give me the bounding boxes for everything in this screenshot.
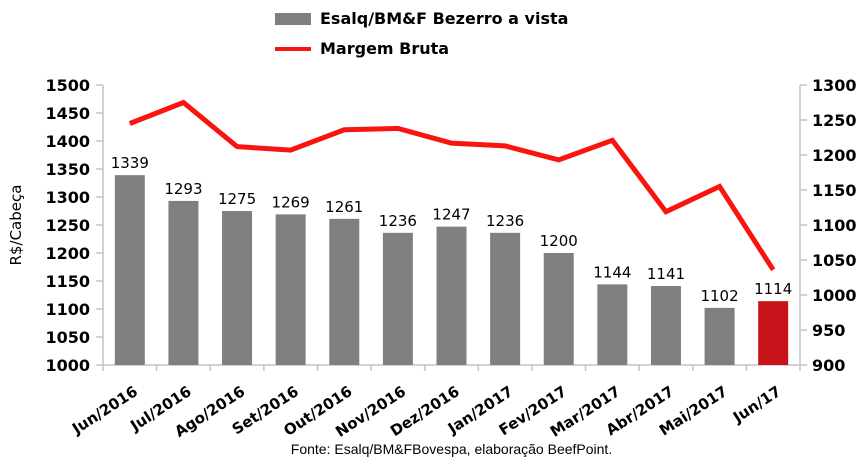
bar-value-label: 1269: [272, 193, 310, 211]
bar-value-label: 1200: [540, 232, 578, 250]
bar-Jan/2017: [490, 232, 521, 365]
line-series-label: Margem Bruta: [320, 39, 450, 58]
bar-Jul/2016: [168, 200, 199, 365]
bar-series-label: Esalq/BM&F Bezerro a vista: [320, 9, 569, 28]
legend-item-bezerro: Esalq/BM&F Bezerro a vista: [275, 10, 568, 28]
left-axis-tick-label: 1000: [45, 356, 90, 375]
bar-value-label: 1293: [164, 180, 202, 198]
bar-value-label: 1339: [111, 154, 149, 172]
bar-value-label: 1236: [486, 212, 524, 230]
left-axis-tick-label: 1100: [45, 300, 90, 319]
bar-Jun/2016: [114, 175, 145, 365]
left-axis-tick-label: 1150: [45, 272, 90, 291]
x-axis-label: Jun/2016: [68, 382, 141, 438]
bar-series-swatch-icon: [275, 13, 311, 25]
right-axis-tick-label: 1100: [812, 216, 857, 235]
left-axis-tick-label: 1200: [45, 244, 90, 263]
right-axis-tick-label: 1150: [812, 181, 857, 200]
bar-Dez/2016: [436, 226, 467, 365]
left-axis-tick-label: 1300: [45, 188, 90, 207]
legend-item-margem: Margem Bruta: [275, 40, 568, 58]
bar-Out/2016: [329, 218, 360, 365]
right-axis-tick-label: 900: [812, 356, 845, 375]
x-axis-label: Jun/17: [729, 382, 784, 427]
bar-value-label: 1261: [325, 198, 363, 216]
right-axis-tick-label: 1200: [812, 146, 857, 165]
bar-value-label: 1275: [218, 190, 256, 208]
bar-Mar/2017: [597, 284, 628, 365]
bar-Nov/2016: [382, 232, 413, 365]
right-axis-tick-label: 950: [812, 321, 845, 340]
right-axis-tick-label: 1300: [812, 76, 857, 95]
bar-Fev/2017: [543, 253, 574, 365]
bar-value-label: 1144: [593, 263, 631, 281]
right-axis-tick-label: 1050: [812, 251, 857, 270]
bar-Set/2016: [275, 214, 306, 365]
plot-area: 1500 1450 1400 1350 1300 1250 1200 1150 1100 1050…: [45, 76, 856, 441]
bar-value-label: 1114: [754, 280, 792, 298]
right-axis-tick-label: 1250: [812, 111, 857, 130]
bar-value-label: 1102: [700, 287, 738, 305]
bar-Jun/17: [758, 301, 789, 365]
left-axis-tick-label: 1400: [45, 132, 90, 151]
left-axis-tick-label: 1500: [45, 76, 90, 95]
bar-Abr/2017: [650, 286, 681, 365]
right-axis-tick-label: 1000: [812, 286, 857, 305]
left-axis-tick-label: 1050: [45, 328, 90, 347]
bar-Mai/2017: [704, 307, 735, 365]
chart-legend: Esalq/BM&F Bezerro a vista Margem Bruta: [275, 10, 568, 58]
left-axis-tick-label: 1450: [45, 104, 90, 123]
line-series-swatch-icon: [275, 47, 311, 51]
left-axis-title: R$/Cabeça: [7, 185, 25, 266]
source-note: Fonte: Esalq/BM&FBovespa, elaboração Bee…: [290, 441, 613, 457]
bar-Ago/2016: [222, 211, 253, 365]
bar-value-label: 1236: [379, 212, 417, 230]
bar-value-label: 1141: [647, 265, 685, 283]
bar-value-label: 1247: [432, 206, 470, 224]
left-axis-tick-label: 1250: [45, 216, 90, 235]
left-axis-tick-label: 1350: [45, 160, 90, 179]
margem-bruta-line: [128, 99, 776, 272]
